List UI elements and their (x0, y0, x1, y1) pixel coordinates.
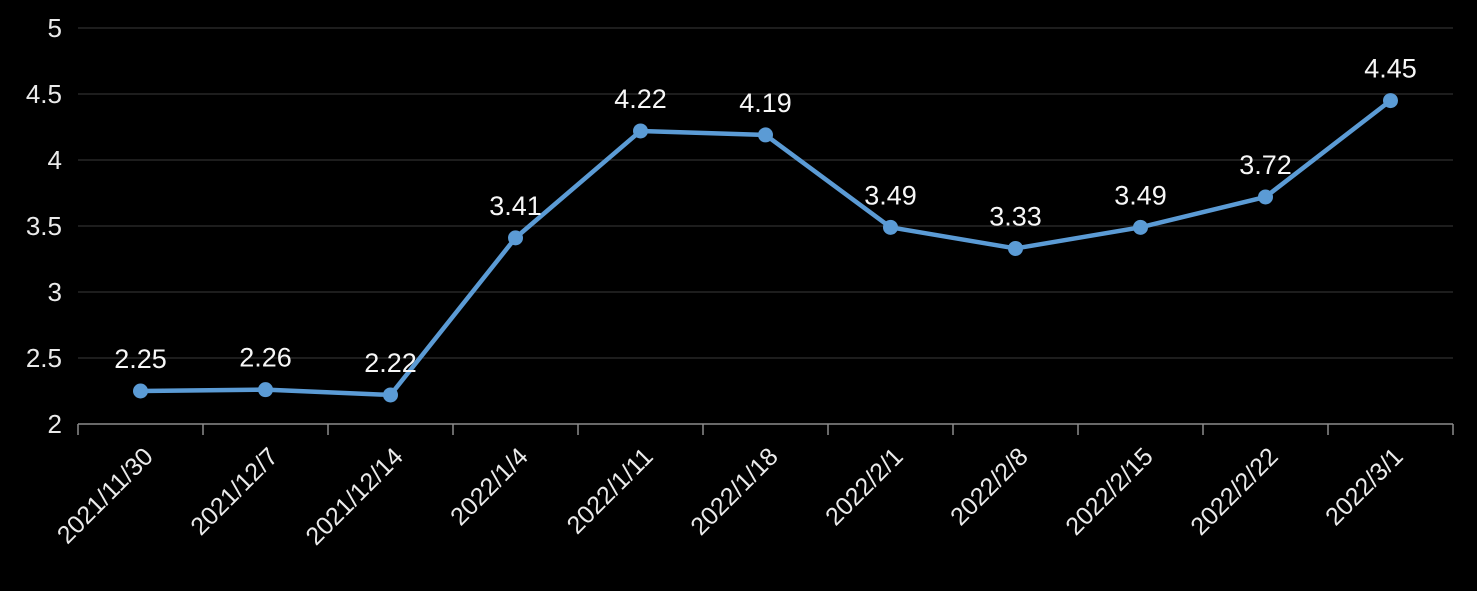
data-point-marker (1008, 240, 1023, 256)
data-point-label: 4.22 (614, 84, 667, 114)
x-axis-tick-label: 2022/1/18 (685, 442, 783, 540)
data-point-marker (1133, 219, 1148, 235)
data-point-label: 4.19 (739, 88, 792, 118)
data-point-label: 3.41 (489, 191, 542, 221)
x-axis-tick-label: 2021/11/30 (52, 442, 159, 549)
y-axis-tick-label: 2.5 (26, 343, 62, 373)
data-point-marker (883, 219, 898, 235)
series-line (138, 98, 1393, 398)
data-point-marker (133, 383, 148, 399)
y-axis-tick-label: 5 (48, 13, 62, 43)
data-point-marker (383, 387, 398, 403)
data-point-label: 3.49 (1114, 180, 1167, 210)
data-point-marker (1383, 93, 1398, 109)
data-point-marker (258, 382, 273, 398)
x-axis-tick-label: 2022/2/1 (820, 442, 909, 531)
x-axis-tick-label: 2022/1/11 (562, 442, 659, 539)
x-axis-tick-label: 2022/2/22 (1185, 442, 1283, 540)
y-axis-tick-label: 3 (48, 277, 62, 307)
data-point-label: 3.49 (864, 180, 917, 210)
data-point-marker (633, 123, 648, 139)
x-axis-tick-label: 2021/12/7 (185, 442, 283, 540)
data-point-marker (1258, 189, 1273, 205)
data-point-marker (508, 230, 523, 246)
data-point-marker (758, 127, 773, 143)
y-axis-tick-label: 3.5 (26, 211, 62, 241)
x-axis-tick-label: 2022/2/8 (945, 442, 1034, 531)
x-axis-tick-label: 2021/12/14 (300, 442, 408, 550)
data-point-label: 2.25 (114, 344, 167, 374)
x-axis-tick-label: 2022/2/15 (1060, 442, 1158, 540)
y-axis-tick-label: 4 (48, 145, 62, 175)
y-axis-tick-label: 4.5 (26, 79, 62, 109)
y-axis-tick-label: 2 (48, 409, 62, 439)
data-point-label: 4.45 (1364, 54, 1417, 84)
data-point-label: 2.26 (239, 343, 292, 373)
data-point-label: 2.22 (364, 348, 417, 378)
x-axis-tick-label: 2022/1/4 (445, 442, 534, 531)
data-point-label: 3.72 (1239, 150, 1292, 180)
data-point-label: 3.33 (989, 201, 1042, 231)
x-axis-tick-label: 2022/3/1 (1320, 442, 1409, 531)
